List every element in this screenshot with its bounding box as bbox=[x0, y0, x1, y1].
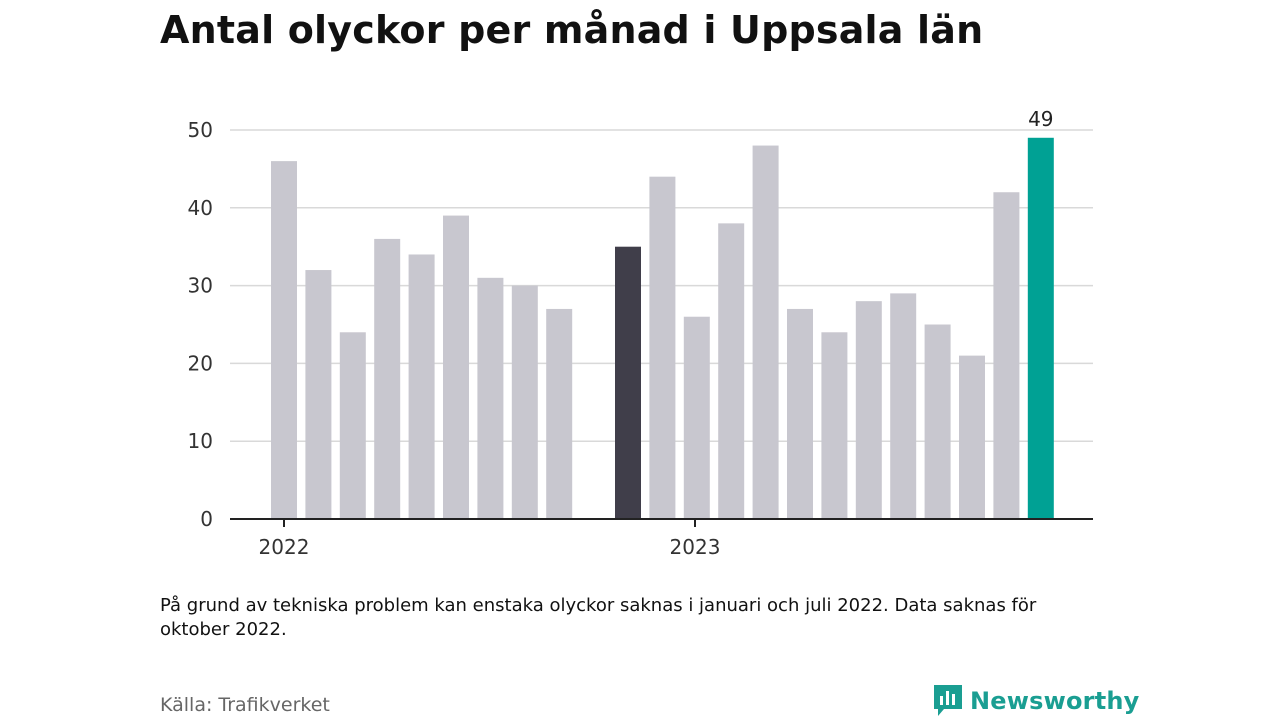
bar bbox=[718, 223, 745, 520]
brand-name: Newsworthy bbox=[970, 687, 1140, 715]
y-tick-label: 0 bbox=[200, 507, 213, 531]
bar bbox=[1027, 137, 1054, 519]
y-tick-label: 50 bbox=[188, 118, 213, 142]
bar bbox=[374, 238, 401, 520]
x-tick-label: 2022 bbox=[259, 535, 310, 559]
bar bbox=[408, 254, 435, 520]
bar bbox=[924, 324, 951, 519]
bar-chart: 0 10 20 30 40 50 49 2022 2023 bbox=[188, 107, 1093, 559]
bar bbox=[271, 161, 297, 519]
data-label: 49 bbox=[1028, 107, 1053, 131]
source-text: Källa: Trafikverket bbox=[160, 694, 330, 716]
bar bbox=[787, 308, 813, 519]
brand-logo: Newsworthy bbox=[932, 683, 1140, 719]
x-tick-label: 2023 bbox=[670, 535, 721, 559]
bar bbox=[993, 192, 1020, 520]
bar bbox=[683, 316, 710, 519]
bar bbox=[546, 308, 573, 519]
bar bbox=[752, 145, 779, 519]
bar bbox=[443, 215, 469, 519]
y-tick-label: 20 bbox=[188, 351, 213, 375]
bar bbox=[477, 277, 504, 519]
bar bbox=[339, 332, 366, 519]
chart-footnote: På grund av tekniska problem kan enstaka… bbox=[160, 595, 1037, 640]
newsworthy-logo-icon bbox=[934, 685, 962, 716]
bar bbox=[959, 355, 985, 519]
bar bbox=[649, 176, 676, 519]
bar bbox=[615, 246, 641, 519]
chart-title: Antal olyckor per månad i Uppsala län bbox=[160, 8, 984, 52]
bar bbox=[511, 285, 538, 519]
y-tick-label: 10 bbox=[188, 429, 213, 453]
y-tick-label: 40 bbox=[188, 196, 213, 220]
y-tick-label: 30 bbox=[188, 274, 213, 298]
bar bbox=[855, 301, 882, 519]
bar bbox=[890, 293, 917, 519]
bar bbox=[821, 332, 848, 519]
bar bbox=[305, 270, 332, 519]
